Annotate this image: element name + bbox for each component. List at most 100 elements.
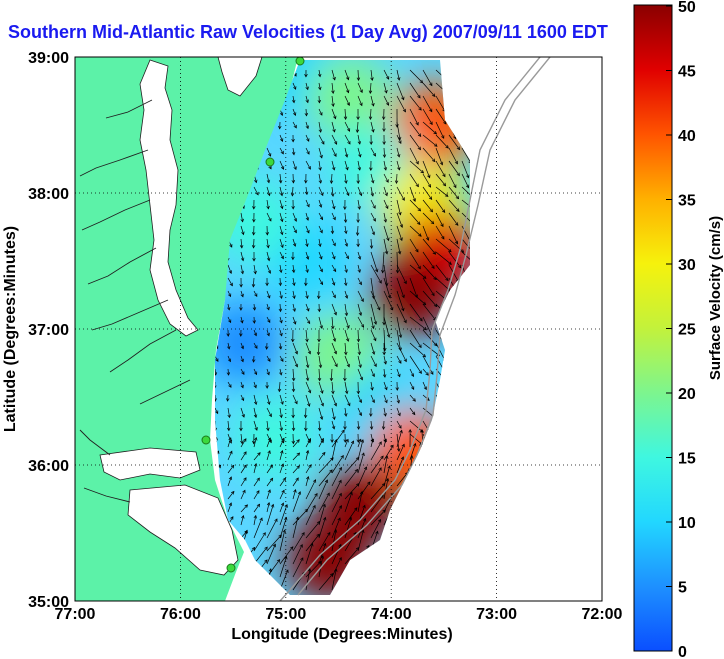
velocity-vector-head — [383, 219, 388, 223]
velocity-vector-head — [370, 387, 374, 391]
velocity-vector — [292, 516, 299, 539]
velocity-vector-head — [344, 154, 349, 158]
velocity-vector-head — [428, 196, 433, 201]
velocity-vector-head — [369, 413, 373, 417]
velocity-vector-head — [431, 292, 435, 297]
velocity-vector-head — [307, 403, 311, 407]
velocity-vector-head — [318, 129, 323, 133]
velocity-vector-head — [380, 455, 384, 460]
velocity-vector — [370, 467, 382, 487]
velocity-vector-head — [363, 466, 368, 471]
velocity-vector-head — [385, 205, 389, 210]
colorbar-tick-label: 35 — [678, 193, 696, 210]
velocity-vector-head — [368, 116, 373, 121]
velocity-vector-head — [256, 503, 261, 508]
velocity-vector — [396, 456, 404, 474]
velocity-vector — [409, 69, 423, 84]
velocity-vector-head — [359, 376, 364, 381]
velocity-vector — [344, 483, 360, 500]
velocity-vector — [370, 329, 377, 341]
velocity-vector — [448, 160, 460, 176]
x-tick-labels: 77:00 76:00 75:00 74:00 73:00 72:00 — [55, 606, 623, 623]
velocity-vector — [227, 368, 229, 376]
velocity-vector — [409, 238, 419, 253]
velocity-vector — [383, 455, 388, 474]
colorbar-tick-label: 45 — [678, 64, 696, 81]
velocity-vector-head — [278, 534, 282, 539]
velocity-vector — [318, 316, 323, 329]
velocity-vector — [240, 251, 244, 261]
velocity-vector-head — [411, 411, 416, 416]
velocity-vector — [240, 490, 246, 500]
velocity-vector — [305, 290, 308, 299]
velocity-vector — [435, 212, 444, 227]
velocity-vector — [461, 199, 470, 210]
velocity-vector — [344, 492, 353, 513]
velocity-vector-head — [427, 184, 432, 188]
velocity-vector — [305, 199, 310, 208]
velocity-vector — [422, 355, 434, 375]
velocity-vector-head — [345, 255, 349, 260]
velocity-vector-head — [413, 442, 417, 447]
velocity-vector-head — [254, 345, 258, 349]
velocity-vector-head — [269, 464, 273, 469]
velocity-vector-head — [344, 282, 348, 287]
colorbar-tick-label: 15 — [678, 451, 696, 468]
velocity-vector-head — [346, 76, 350, 81]
velocity-vector — [331, 290, 336, 298]
velocity-vector-head — [415, 248, 419, 253]
velocity-vector-head — [295, 516, 300, 521]
velocity-vector-head — [293, 86, 297, 90]
velocity-vector — [227, 476, 232, 487]
velocity-vector-head — [343, 206, 347, 210]
velocity-vector-head — [356, 77, 361, 82]
velocity-vector — [396, 160, 400, 171]
velocity-vector — [291, 186, 294, 196]
velocity-vector — [409, 277, 418, 298]
velocity-vector — [292, 121, 297, 129]
colorbar-label: Surface Velocity (cm/s) — [707, 216, 724, 380]
velocity-vector — [279, 277, 281, 286]
velocity-vector — [318, 573, 334, 591]
velocity-vector — [318, 186, 324, 196]
velocity-vector-head — [227, 414, 231, 419]
colorbar-tick-label: 40 — [678, 128, 696, 145]
velocity-vector — [305, 521, 321, 539]
velocity-vector-head — [387, 294, 392, 299]
velocity-vector-head — [319, 229, 323, 234]
velocity-vector-head — [346, 89, 350, 94]
velocity-vector-head — [317, 377, 322, 382]
velocity-vector — [292, 491, 301, 513]
velocity-vector-head — [331, 425, 336, 430]
velocity-vector-head — [329, 180, 334, 184]
velocity-vector — [279, 463, 284, 474]
velocity-vector-head — [265, 232, 269, 236]
velocity-vector — [292, 381, 294, 392]
velocity-vector — [266, 559, 280, 578]
velocity-vector — [370, 251, 378, 272]
velocity-vector-head — [415, 160, 419, 165]
x-tick-label: 74:00 — [371, 606, 412, 623]
velocity-vector-head — [281, 489, 285, 494]
velocity-vector-head — [401, 307, 405, 312]
velocity-vector-head — [358, 412, 362, 417]
velocity-vector-head — [296, 465, 300, 469]
velocity-vector-head — [420, 169, 425, 174]
velocity-vector-head — [338, 505, 342, 509]
velocity-vector — [370, 212, 376, 222]
velocity-vector — [357, 491, 363, 513]
velocity-vector-head — [307, 439, 311, 444]
velocity-vector-head — [329, 469, 333, 473]
velocity-vector-head — [305, 217, 310, 221]
velocity-vector-head — [410, 373, 415, 378]
velocity-vector — [318, 160, 321, 171]
velocity-vector — [382, 251, 385, 273]
velocity-vector — [331, 517, 341, 539]
velocity-vector — [266, 173, 270, 183]
velocity-vector-head — [332, 338, 337, 342]
velocity-vector — [318, 457, 334, 474]
velocity-vector-head — [280, 358, 284, 362]
velocity-vector-head — [333, 402, 338, 407]
velocity-vector-head — [320, 555, 325, 559]
velocity-vector-head — [293, 218, 298, 222]
